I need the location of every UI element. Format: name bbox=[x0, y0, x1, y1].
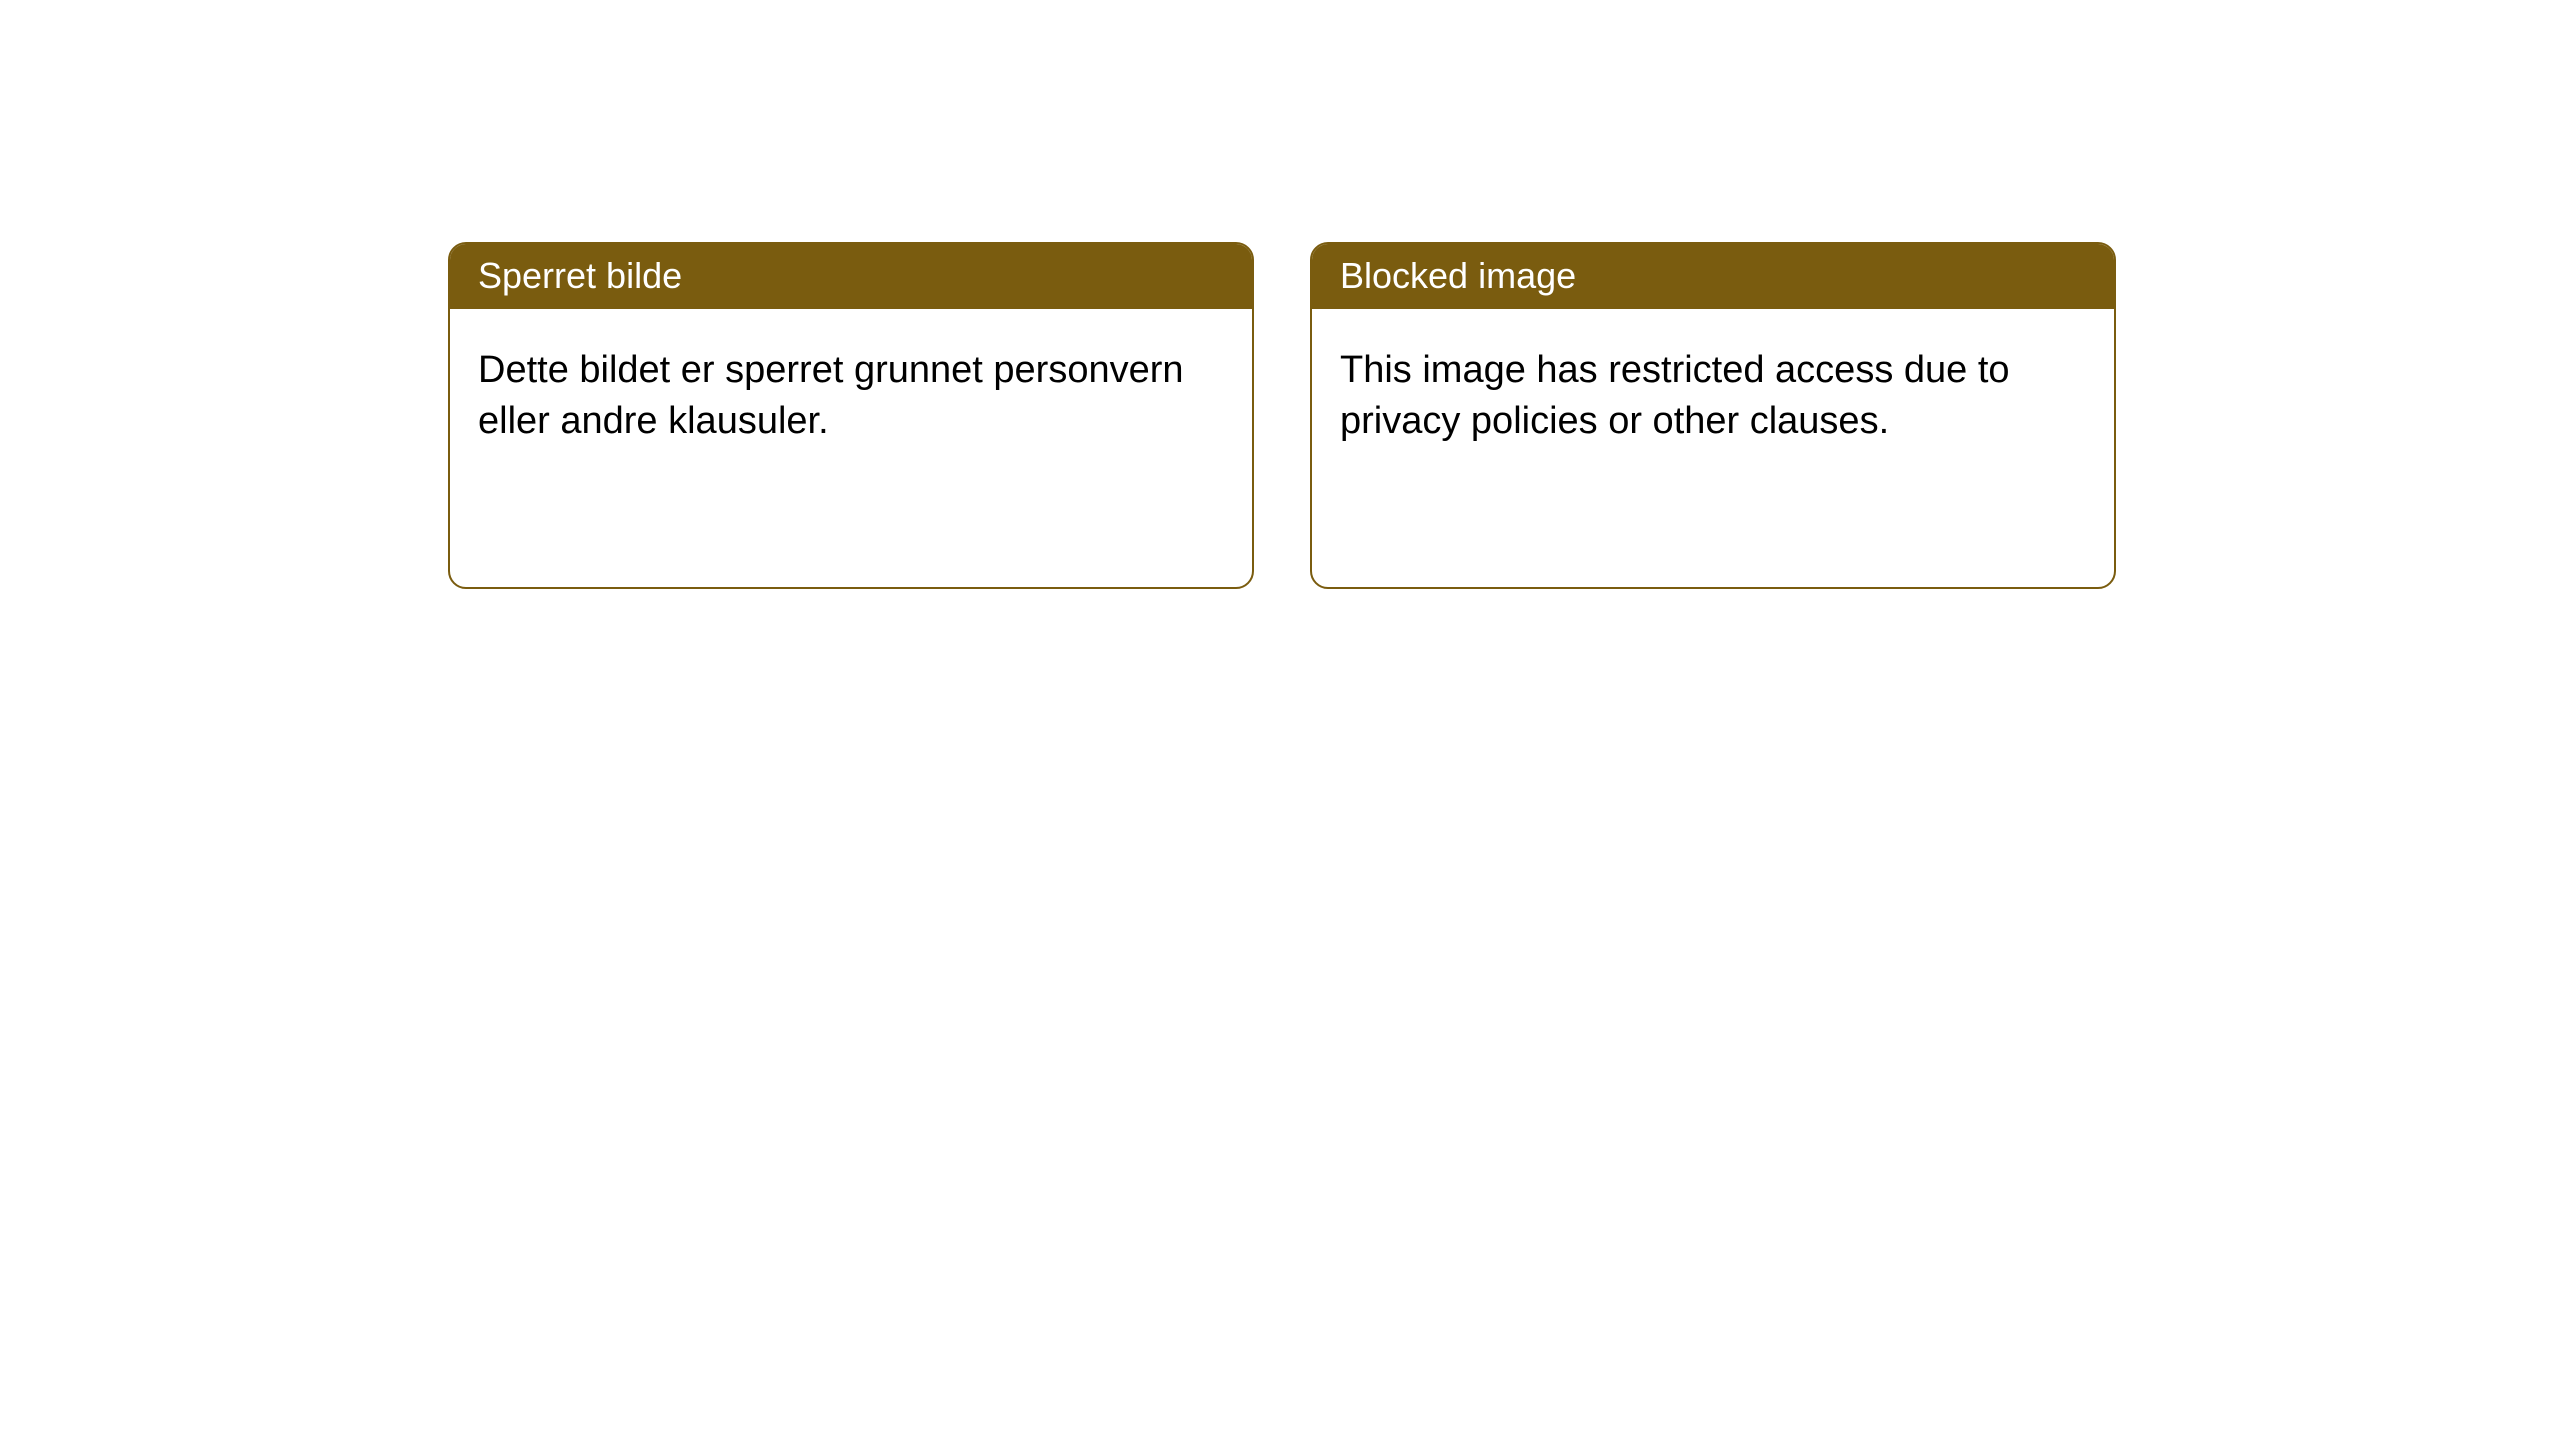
notice-title: Sperret bilde bbox=[450, 244, 1252, 309]
notice-body: This image has restricted access due to … bbox=[1312, 309, 2114, 587]
notice-card-english: Blocked image This image has restricted … bbox=[1310, 242, 2116, 589]
notice-body: Dette bildet er sperret grunnet personve… bbox=[450, 309, 1252, 587]
notice-title: Blocked image bbox=[1312, 244, 2114, 309]
notice-card-norwegian: Sperret bilde Dette bildet er sperret gr… bbox=[448, 242, 1254, 589]
notice-container: Sperret bilde Dette bildet er sperret gr… bbox=[0, 0, 2560, 589]
